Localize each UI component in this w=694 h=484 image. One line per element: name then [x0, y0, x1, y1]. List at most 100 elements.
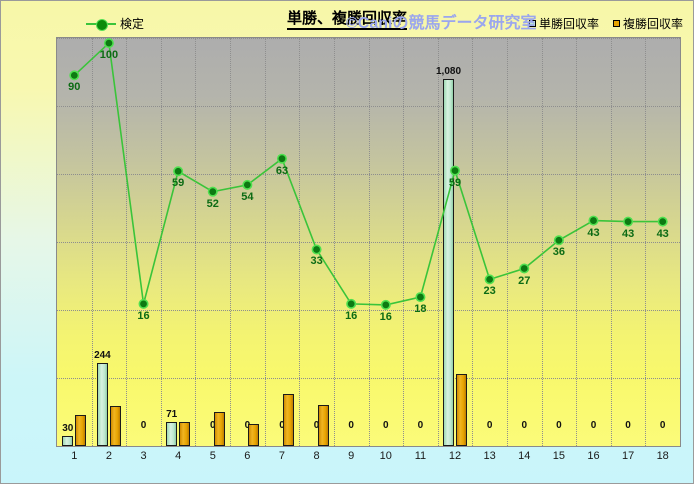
bar-複勝回収率-7[interactable]: [282, 394, 294, 446]
line-marker-halo: [484, 274, 495, 285]
x-tick-label: 6: [244, 450, 251, 462]
line-value-label: 16: [345, 309, 358, 322]
line-value-label: 54: [241, 190, 254, 203]
line-series-legend: 検定: [86, 15, 144, 32]
bar-value-label: 0: [279, 420, 285, 431]
line-legend-label: 検定: [120, 17, 145, 31]
line-value-label: 16: [137, 309, 150, 322]
bar-複勝回収率-8[interactable]: [317, 405, 329, 446]
line-marker-halo: [276, 153, 287, 164]
line-value-label: 23: [483, 285, 496, 298]
gridline-vertical: [506, 38, 508, 446]
gridline-vertical: [264, 38, 266, 446]
line-marker-16[interactable]: [590, 217, 597, 224]
bar-複勝回収率-6[interactable]: [248, 423, 260, 446]
x-tick-label: 18: [656, 450, 669, 462]
x-tick-label: 3: [140, 450, 147, 462]
line-marker-halo: [380, 299, 391, 310]
bar-value-label: 1,080: [436, 65, 462, 77]
line-value-label: 90: [68, 81, 81, 94]
x-tick-label: 8: [313, 450, 320, 462]
bar-単勝回収率-4[interactable]: [166, 421, 178, 446]
line-marker-8[interactable]: [313, 246, 320, 253]
line-marker-9[interactable]: [347, 300, 355, 308]
bar-複勝回収率-5[interactable]: [213, 412, 225, 446]
gridline-vertical: [299, 38, 301, 446]
x-tick-label: 4: [175, 450, 182, 462]
legend-entry-fukusho: 複勝回収率: [612, 15, 683, 32]
x-tick-label: 14: [518, 450, 531, 462]
line-value-label: 59: [448, 176, 462, 189]
line-marker-18[interactable]: [659, 218, 667, 226]
bar-value-label: 0: [140, 420, 147, 431]
bar-value-label: 0: [417, 420, 424, 431]
gridline-vertical: [91, 38, 93, 446]
line-marker-halo: [553, 235, 564, 246]
gridline-vertical: [541, 38, 543, 446]
legend-label-fukusho: 複勝回収率: [622, 17, 683, 31]
gridline-vertical: [403, 38, 405, 446]
line-value-label: 63: [275, 164, 289, 177]
bar-value-label: 71: [166, 408, 178, 420]
legend-label-tansho: 単勝回収率: [538, 17, 599, 31]
y-tick-mark: [56, 242, 57, 243]
line-marker-6[interactable]: [243, 181, 251, 189]
line-value-label: 43: [656, 227, 669, 240]
line-marker-2[interactable]: [105, 39, 113, 47]
gridline-vertical: [195, 38, 197, 446]
bar-複勝回収率-2[interactable]: [109, 405, 121, 446]
bar-複勝回収率-4[interactable]: [179, 421, 191, 446]
line-marker-halo: [207, 186, 218, 197]
gridline-vertical: [610, 38, 612, 446]
bar-単勝回収率-2[interactable]: [96, 363, 108, 446]
line-marker-halo: [415, 292, 426, 303]
line-marker-halo: [623, 216, 634, 227]
line-marker-5[interactable]: [209, 188, 217, 196]
line-marker-14[interactable]: [520, 265, 528, 272]
line-marker-halo: [657, 216, 668, 227]
y-tick-mark: [56, 106, 57, 107]
bar-value-label: 0: [244, 420, 251, 431]
x-tick-label: 7: [278, 450, 286, 462]
line-marker-halo: [242, 179, 253, 190]
gridline-vertical: [333, 38, 335, 446]
bar-value-label: 0: [313, 420, 320, 431]
line-marker-1[interactable]: [70, 72, 78, 79]
bar-複勝回収率-12[interactable]: [456, 373, 468, 446]
line-marker-13[interactable]: [486, 276, 494, 283]
line-marker-10[interactable]: [382, 301, 390, 309]
line-value-label: 33: [310, 255, 323, 268]
line-value-label: 16: [379, 310, 392, 323]
x-axis: 1 2 3 4 5 6 7 8 9 10 11 12 13 14 15 16 17 18: [56, 450, 681, 468]
bar-value-label: 244: [94, 350, 111, 362]
line-marker-halo: [69, 70, 80, 81]
bar-単勝回収率-1[interactable]: [62, 435, 74, 446]
gridline-vertical: [230, 38, 232, 446]
line-value-label: 27: [518, 274, 531, 287]
line-marker-17[interactable]: [624, 218, 632, 226]
line-legend-swatch-icon: [86, 18, 116, 31]
gridline-vertical: [576, 38, 578, 446]
line-value-label: 36: [552, 246, 565, 259]
line-value-label: 18: [414, 303, 427, 316]
bar-複勝回収率-1[interactable]: [75, 415, 87, 446]
gridline-vertical: [368, 38, 370, 446]
gridline-vertical: [160, 38, 162, 446]
chart-title-text: 単勝、複勝回収率: [286, 10, 407, 30]
line-marker-3[interactable]: [140, 300, 147, 308]
line-value-label: 43: [621, 227, 635, 240]
y-tick-mark: [56, 446, 57, 447]
gridline-vertical: [645, 38, 647, 446]
line-marker-7[interactable]: [278, 155, 286, 163]
x-tick-label: 1: [71, 450, 78, 462]
line-marker-11[interactable]: [417, 293, 424, 301]
bar-value-label: 0: [486, 420, 493, 431]
x-tick-label: 9: [348, 450, 355, 462]
y-tick-mark: [56, 310, 57, 311]
bar-value-label: 0: [209, 420, 216, 431]
line-marker-halo: [103, 38, 114, 49]
bar-単勝回収率-12[interactable]: [443, 78, 455, 446]
fukusho-swatch-icon: [612, 20, 620, 27]
tansho-swatch-icon: [528, 20, 536, 27]
y-tick-mark: [56, 378, 57, 379]
